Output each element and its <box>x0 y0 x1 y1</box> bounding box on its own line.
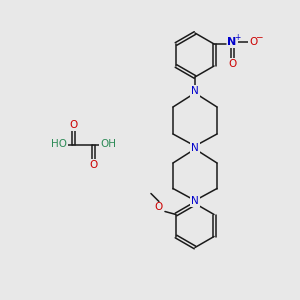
Text: N: N <box>191 143 199 153</box>
Text: N: N <box>191 196 199 206</box>
Text: −: − <box>255 32 263 41</box>
Text: O: O <box>89 160 97 170</box>
Text: N: N <box>191 86 199 96</box>
Text: O: O <box>228 59 236 69</box>
Text: O: O <box>249 37 257 47</box>
Text: O: O <box>69 120 77 130</box>
Text: +: + <box>234 34 241 43</box>
Text: OH: OH <box>100 139 116 149</box>
Text: O: O <box>155 202 163 212</box>
Text: HO: HO <box>51 139 67 149</box>
Text: N: N <box>227 37 237 47</box>
